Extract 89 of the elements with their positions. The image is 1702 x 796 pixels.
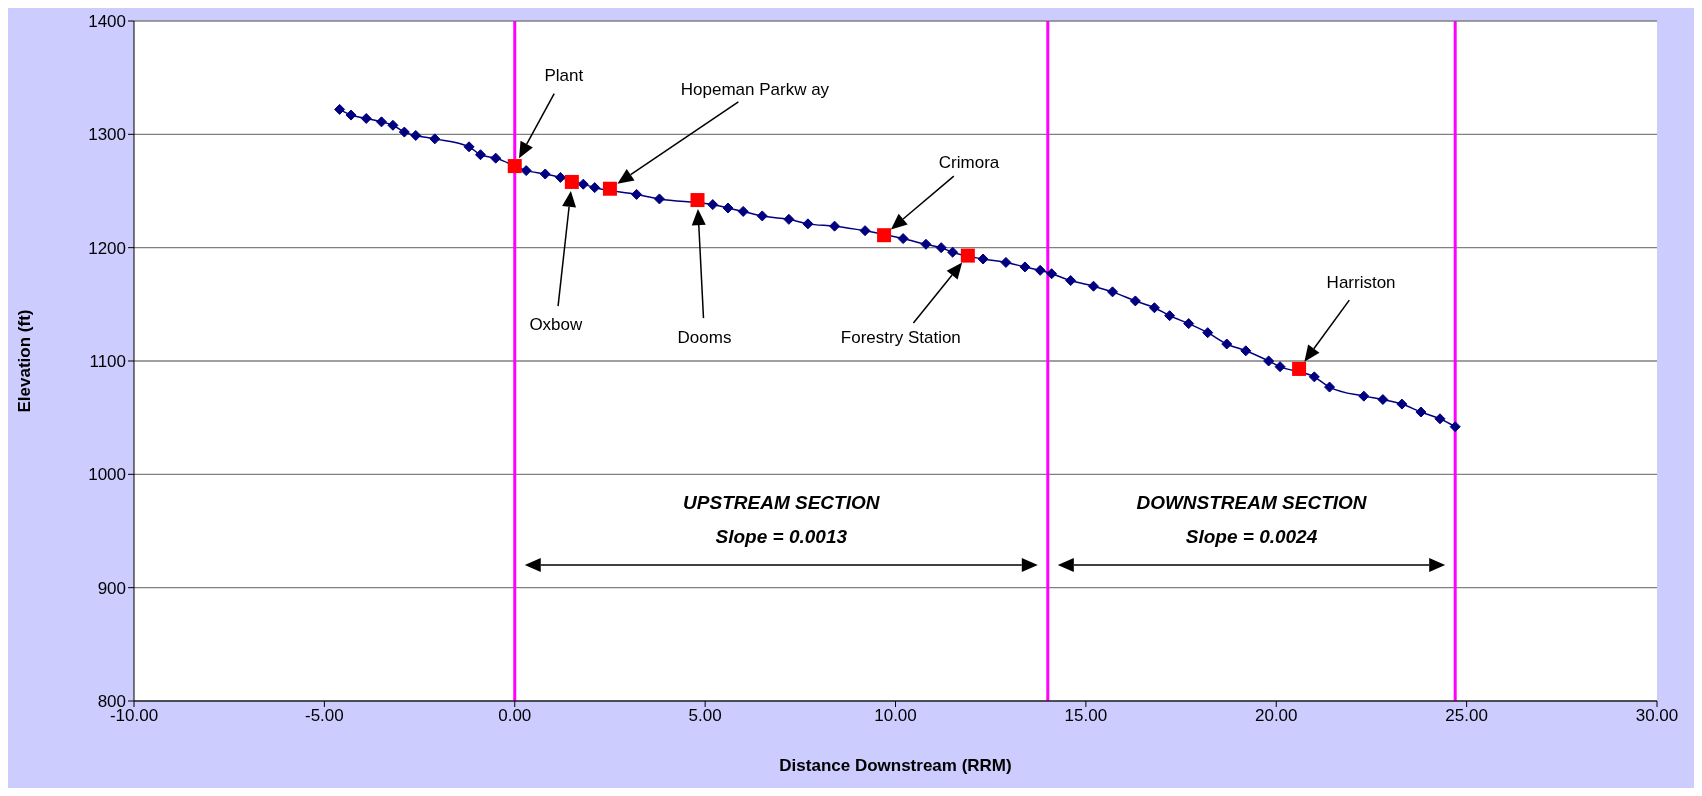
point [520, 165, 532, 177]
annotation: UPSTREAM SECTION [683, 492, 881, 514]
point [463, 141, 475, 153]
point [1324, 381, 1336, 393]
point [1308, 371, 1320, 383]
point [474, 149, 486, 161]
point [387, 119, 399, 131]
point [577, 178, 589, 190]
x-axis-title: Distance Downstream (RRM) [779, 756, 1012, 776]
point [960, 248, 975, 263]
point [829, 220, 841, 232]
point [1034, 264, 1046, 276]
point [398, 126, 410, 138]
point [429, 133, 441, 145]
point [490, 152, 502, 164]
point [802, 218, 814, 230]
point [722, 202, 734, 214]
x-tick-label: 25.00 [1445, 706, 1488, 726]
annotation: Harriston [1326, 273, 1396, 293]
point [539, 168, 551, 180]
point [756, 210, 768, 222]
point [1202, 327, 1214, 339]
point [1449, 421, 1461, 433]
point [935, 242, 947, 254]
x-tick-label: 10.00 [874, 706, 917, 726]
point [1396, 398, 1408, 410]
point [707, 199, 719, 211]
point [345, 109, 357, 121]
point [589, 182, 601, 194]
point [1292, 361, 1307, 376]
x-tick-label: 5.00 [688, 706, 722, 726]
point [783, 213, 795, 225]
y-tick-label: 1400 [88, 12, 126, 32]
point [1164, 310, 1176, 322]
point [375, 116, 387, 128]
point [1221, 338, 1233, 350]
point [334, 103, 346, 115]
point [1358, 390, 1370, 402]
point [1240, 345, 1252, 357]
point [690, 193, 705, 208]
point [977, 253, 989, 265]
annotation: Crimora [938, 152, 1000, 172]
point [1263, 355, 1275, 367]
annotation: Slope = 0.0013 [715, 526, 848, 548]
point [1183, 318, 1195, 330]
x-tick-label: 0.00 [498, 706, 532, 726]
y-tick-label: 1200 [88, 238, 126, 258]
point [1046, 268, 1058, 280]
point [602, 181, 617, 196]
point [947, 246, 959, 258]
point [1148, 302, 1160, 314]
point [1434, 413, 1446, 425]
point [653, 193, 665, 205]
annotation: Oxbow [529, 315, 584, 335]
point [507, 159, 522, 174]
x-tick-label: 15.00 [1064, 706, 1108, 726]
point [631, 188, 643, 200]
point [1000, 256, 1012, 268]
x-tick-label: 20.00 [1254, 706, 1298, 726]
y-tick-label: 900 [97, 578, 126, 598]
annotation: Forestry Station [840, 328, 961, 348]
annotation: Plant [544, 65, 584, 85]
annotation: DOWNSTREAM SECTION [1136, 492, 1368, 514]
point [410, 129, 422, 141]
point [360, 112, 372, 124]
point [1065, 275, 1077, 287]
point [1019, 261, 1031, 273]
y-tick-label: 1300 [88, 125, 126, 145]
point [877, 228, 892, 243]
point [1087, 280, 1099, 292]
annotation: Slope = 0.0024 [1185, 526, 1318, 548]
point [920, 238, 932, 250]
point [1274, 361, 1286, 373]
y-axis-title: Elevation (ft) [15, 309, 35, 413]
point [897, 233, 909, 245]
y-tick-label: 1000 [88, 465, 126, 485]
point [1377, 394, 1389, 406]
point [1415, 406, 1427, 418]
x-tick-label: 30.00 [1635, 706, 1679, 726]
point [564, 174, 579, 189]
point [554, 171, 566, 183]
point [1107, 286, 1119, 298]
annotation: Hopeman Parkw ay [680, 80, 830, 100]
point [859, 225, 871, 237]
point [1129, 295, 1141, 307]
annotation: Dooms [677, 327, 732, 347]
x-tick-label: -5.00 [305, 706, 344, 726]
point [737, 205, 749, 217]
y-tick-label: 1100 [89, 352, 126, 372]
